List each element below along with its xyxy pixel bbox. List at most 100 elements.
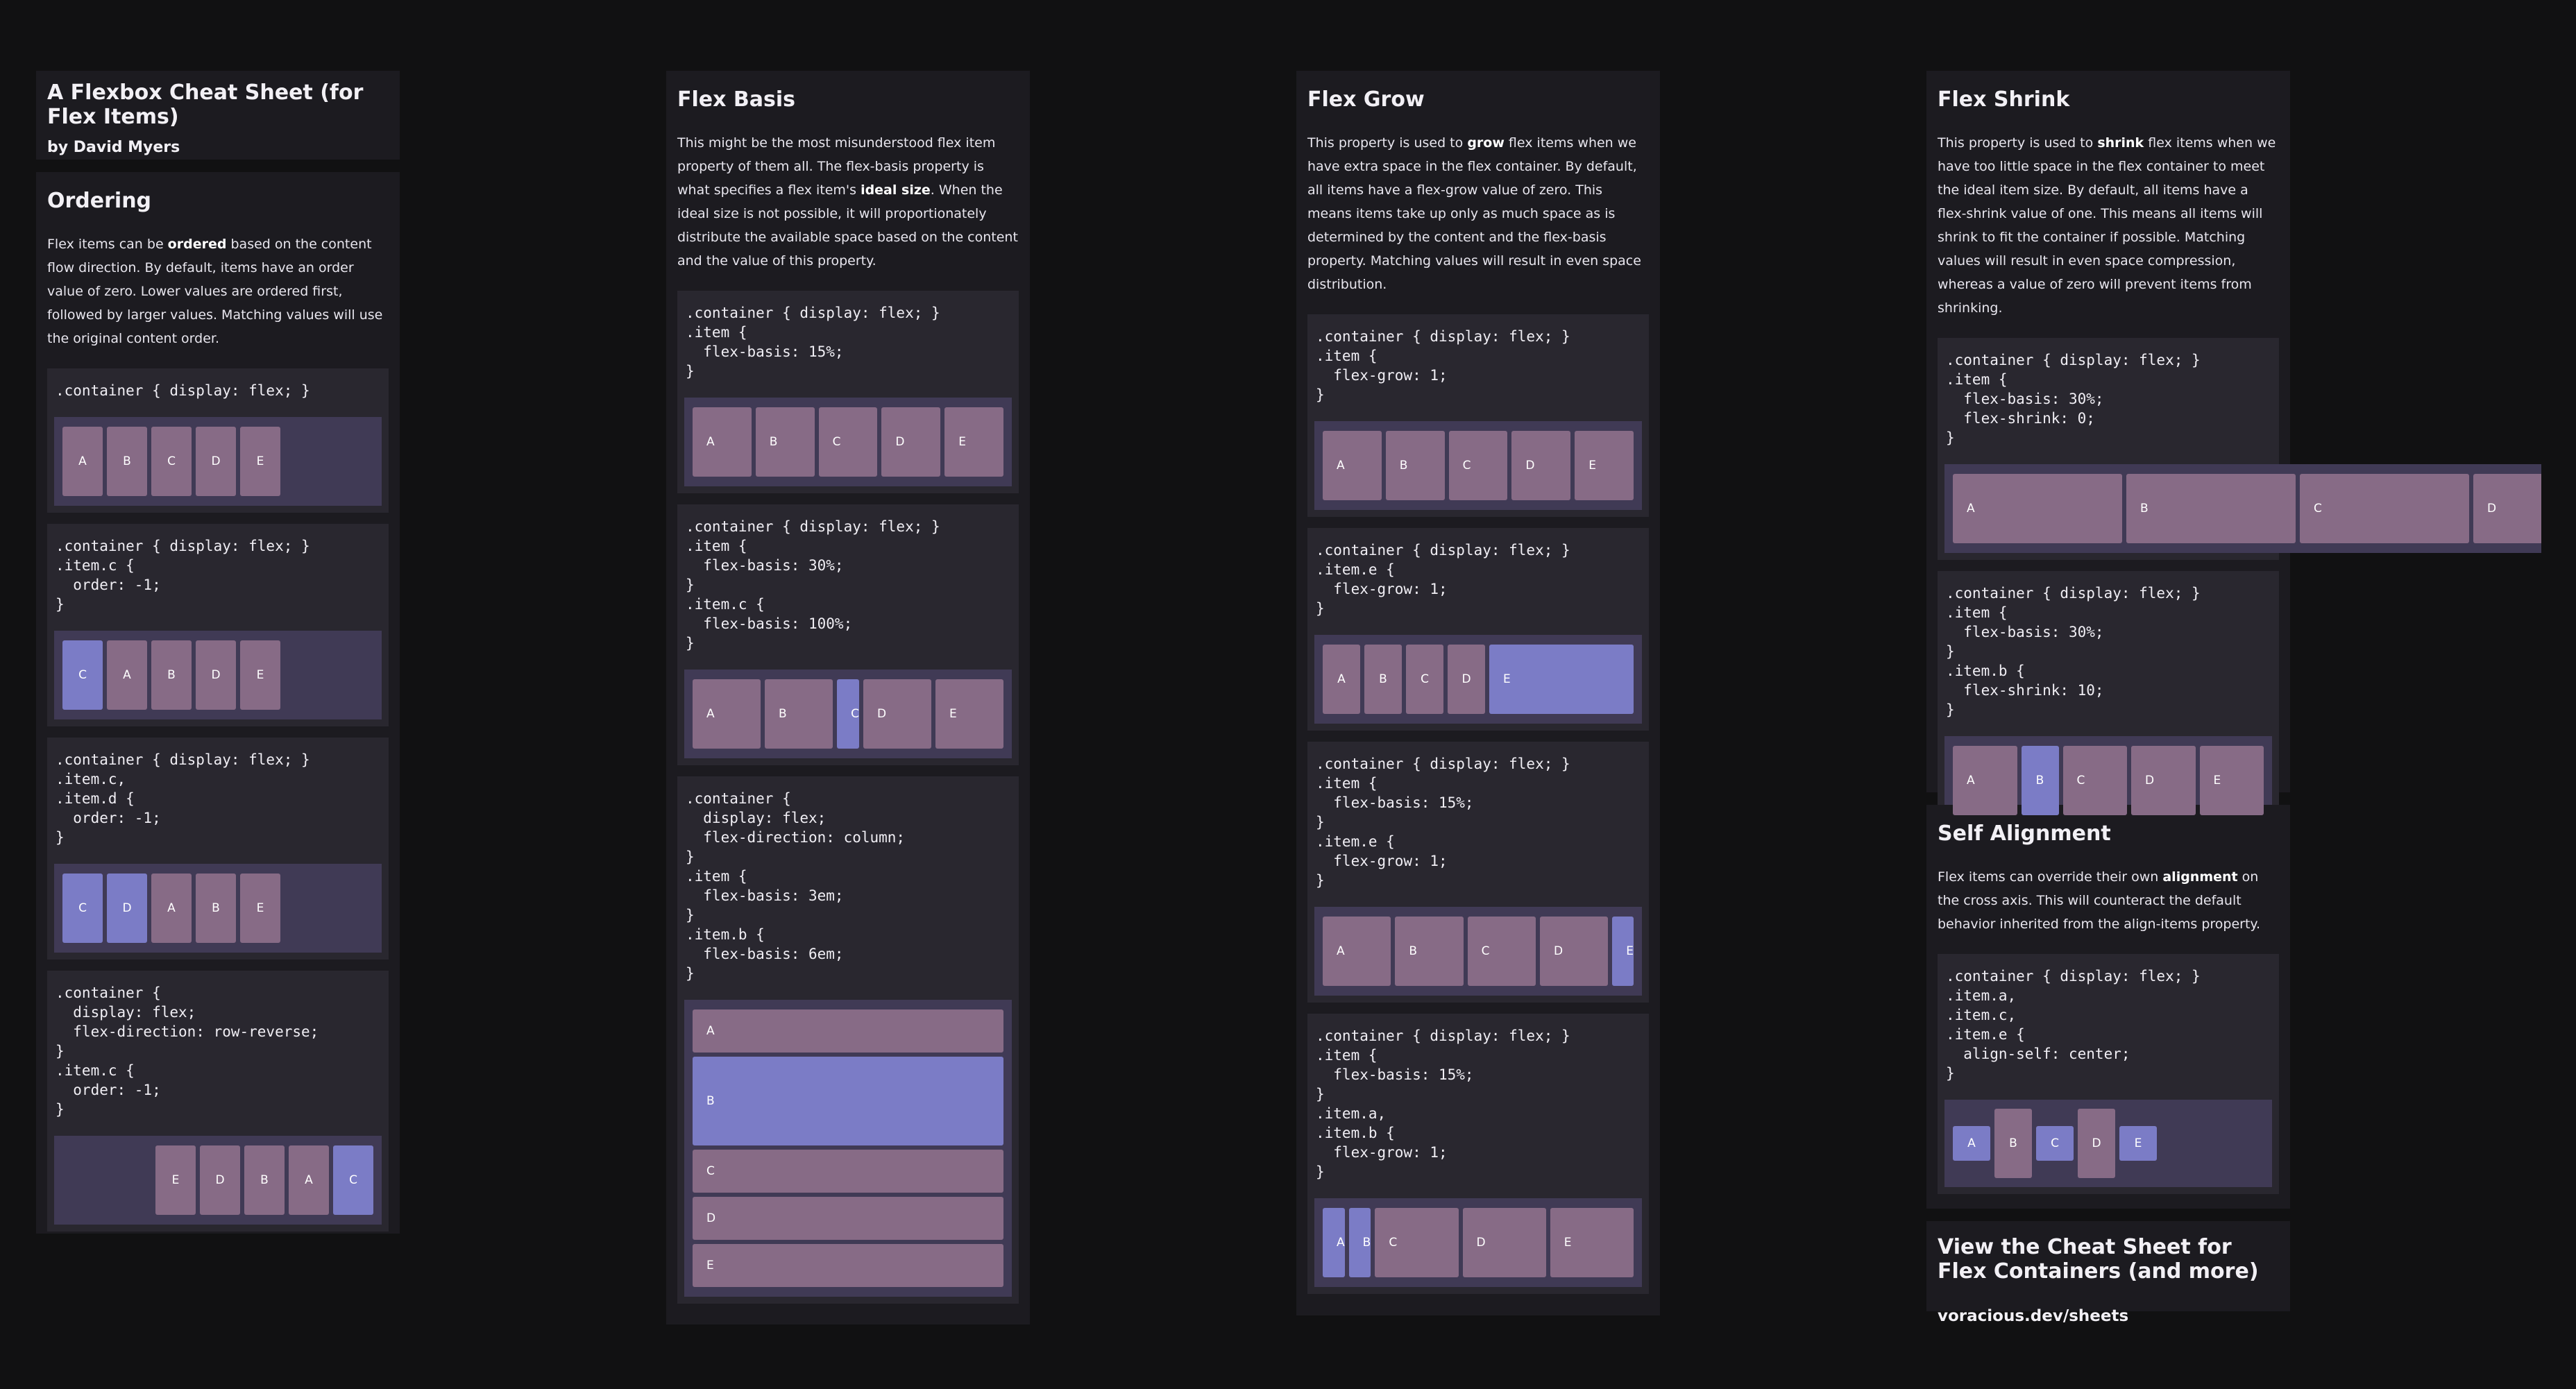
flex-demo: E D B A C [54,1136,382,1225]
flex-item-d: D [2473,474,2541,543]
flex-demo: A B C D E [1944,1100,2272,1187]
flex-item-a: A [1323,1208,1345,1277]
flex-item-d: D [107,874,147,943]
flex-item-e: E [2199,746,2264,815]
flex-item-e: E [240,427,280,496]
flex-item-d: D [200,1145,240,1215]
flex-demo: A B C D E [1314,907,1642,996]
flex-demo: A B C D E [1314,1198,1642,1287]
flex-item-e: E [1550,1208,1634,1277]
flex-item-a: A [107,640,147,710]
flex-item-b: B [693,1057,1003,1145]
flex-item-c: C [837,679,859,749]
flex-item-c: C [333,1145,373,1215]
flex-item-e: E [240,640,280,710]
flex-item-d: D [1539,917,1609,986]
flex-item-d: D [1511,431,1571,500]
flex-item-d: D [881,407,941,477]
code-snippet: .container { display: flex; } .item { fl… [686,305,940,380]
flex-basis-description: This might be the most misunderstood fle… [677,135,1018,269]
code-snippet: .container { display: flex; } .item.c { … [56,538,310,613]
self-alignment-card: Self Alignment Flex items can override t… [1926,805,2290,1209]
code-snippet: .container { display: flex; flex-directi… [56,985,319,1118]
ordering-title: Ordering [47,189,152,213]
flex-grow-card: Flex Grow This property is used to grow … [1296,71,1660,1315]
flex-basis-example-2: .container { display: flex; } .item { fl… [677,504,1019,765]
flex-item-c: C [2036,1126,2074,1161]
flex-item-d: D [196,640,236,710]
flex-item-a: A [1323,917,1391,986]
flex-item-d: D [693,1197,1003,1240]
flex-item-c: C [62,640,103,710]
flex-grow-example-1: .container { display: flex; } .item { fl… [1307,314,1649,517]
flex-item-b: B [1395,917,1464,986]
flex-basis-card: Flex Basis This might be the most misund… [666,71,1030,1324]
code-snippet: .container { display: flex; } .item.a, .… [1946,968,2201,1082]
flex-demo: A B C D E [684,398,1012,486]
flex-item-d: D [1448,645,1485,714]
flex-item-b: B [765,679,833,749]
footer-link-card[interactable]: View the Cheat Sheet for Flex Containers… [1926,1221,2290,1325]
flex-demo: C A B D E [54,631,382,719]
flex-basis-example-1: .container { display: flex; } .item { fl… [677,291,1019,493]
flex-item-b: B [1348,1208,1371,1277]
flex-item-e: E [935,679,1003,749]
code-snippet: .container { display: flex; } .item { fl… [686,518,940,651]
ordering-example-4: .container { display: flex; flex-directi… [47,971,389,1232]
flex-item-c: C [62,874,103,943]
flex-item-e: E [944,407,1003,477]
column-flex-shrink: Flex Shrink This property is used to shr… [1926,71,2541,1325]
flex-containers-link-title[interactable]: View the Cheat Sheet for Flex Containers… [1938,1235,2259,1284]
flex-shrink-example-1: .container { display: flex; } .item { fl… [1938,338,2541,560]
voracious-link[interactable]: voracious.dev/sheets [1938,1307,2129,1325]
flex-item-d: D [2131,746,2196,815]
flex-item-a: A [1953,1126,1990,1161]
flex-shrink-example-2: .container { display: flex; } .item { fl… [1938,571,2279,832]
flex-item-b: B [1994,1109,2032,1178]
page-title: A Flexbox Cheat Sheet (for Flex Items) [47,80,364,129]
flex-item-b: B [107,427,147,496]
code-snippet: .container { display: flex; } .item { fl… [1946,585,2201,718]
code-snippet: .container { display: flex; } .item { fl… [1316,328,1570,403]
flex-item-d: D [196,427,236,496]
flex-item-a: A [289,1145,329,1215]
flex-item-d: D [863,679,931,749]
flex-item-b: B [2126,474,2296,543]
flex-basis-example-3: .container { display: flex; flex-directi… [677,776,1019,1304]
flex-item-b: B [1385,431,1445,500]
flex-item-b: B [2021,746,2059,815]
flex-item-c: C [2300,474,2469,543]
column-flex-basis: Flex Basis This might be the most misund… [666,71,1030,1324]
flex-demo: A B C D E [54,417,382,506]
flex-item-b: B [151,640,192,710]
flex-grow-example-3: .container { display: flex; } .item { fl… [1307,742,1649,1003]
flex-item-a: A [1953,474,2122,543]
flex-item-b: B [1364,645,1402,714]
code-snippet: .container { display: flex; flex-directi… [686,790,906,982]
flex-item-b: B [244,1145,285,1215]
flex-item-e: E [2119,1126,2157,1161]
flex-item-c: C [1467,917,1536,986]
flex-grow-title: Flex Grow [1307,87,1425,112]
author-byline: by David Myers [47,139,180,156]
code-snippet: .container { display: flex; } .item { fl… [1316,1028,1570,1180]
code-snippet: .container { display: flex; } .item { fl… [1946,352,2201,446]
flex-shrink-title: Flex Shrink [1938,87,2070,112]
flex-demo: A B C D E [1944,736,2272,825]
code-snippet: .container { display: flex; } .item.e { … [1316,542,1570,617]
flex-item-a: A [1323,431,1382,500]
flex-item-e: E [155,1145,196,1215]
ordering-card: Ordering Flex items can be ordered based… [36,172,400,1234]
ordering-example-2: .container { display: flex; } .item.c { … [47,524,389,726]
flex-grow-example-4: .container { display: flex; } .item { fl… [1307,1014,1649,1294]
flex-demo: A B C D E [1314,421,1642,510]
column-ordering: A Flexbox Cheat Sheet (for Flex Items) b… [36,71,400,1317]
flex-item-a: A [62,427,103,496]
flex-item-c: C [151,427,192,496]
flex-item-c: C [693,1150,1003,1193]
flex-shrink-description: This property is used to shrink flex ite… [1938,135,2276,316]
flex-item-c: C [1448,431,1508,500]
flex-basis-title: Flex Basis [677,87,796,112]
flex-item-e: E [1575,431,1634,500]
